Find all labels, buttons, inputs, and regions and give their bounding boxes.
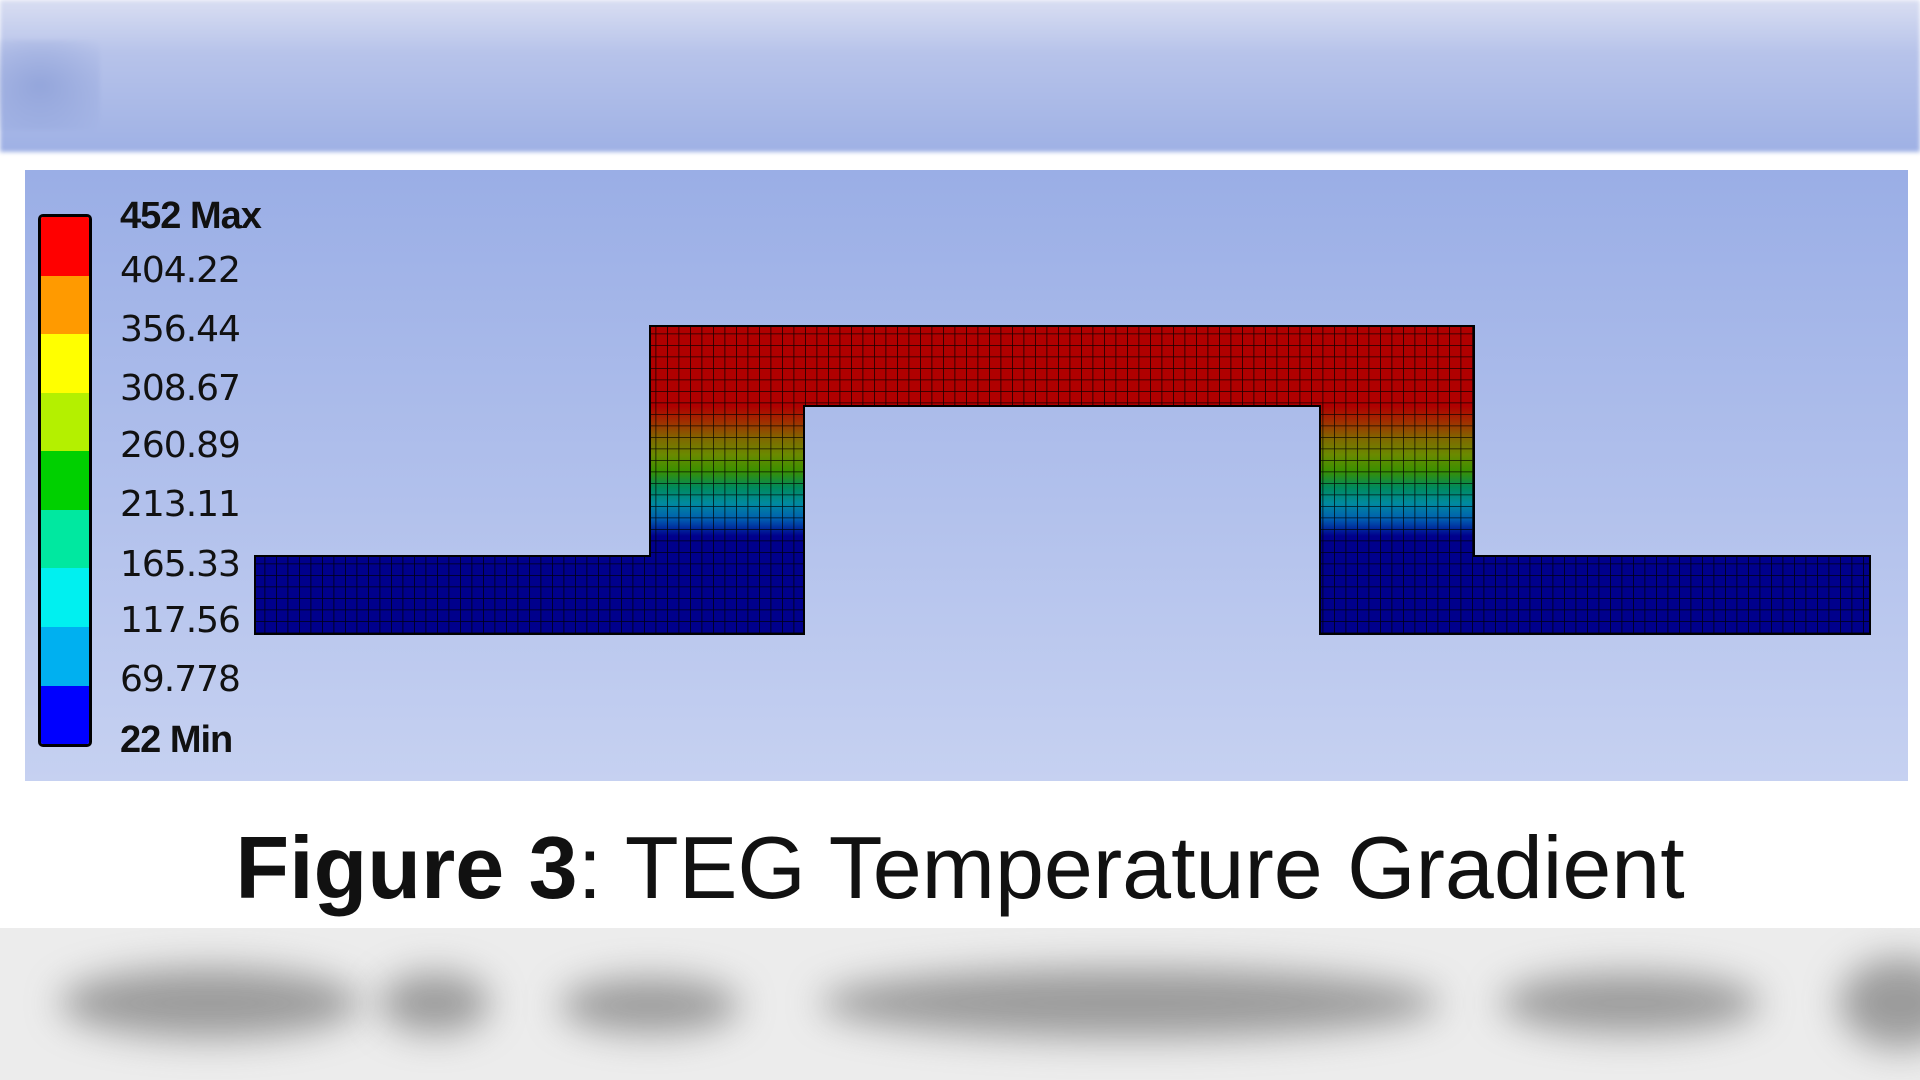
legend-color-segment [41, 451, 89, 510]
legend-tick-1: 404.22 [120, 250, 241, 291]
figure-caption: Figure 3: TEG Temperature Gradient [0, 818, 1920, 918]
blurred-header-strip [0, 0, 1920, 152]
legend-tick-7: 117.56 [120, 600, 241, 641]
legend-color-segment [41, 392, 89, 452]
legend-tick-8: 69.778 [120, 659, 241, 700]
legend-tick-3: 308.67 [120, 368, 241, 409]
legend-color-segment [41, 275, 89, 335]
simulation-viewport [25, 170, 1908, 781]
figure-number: Figure 3 [235, 818, 578, 917]
color-legend-bar [38, 214, 92, 747]
legend-max-label: 452 Max [120, 195, 262, 237]
legend-color-segment [41, 509, 89, 569]
legend-color-segment [41, 626, 89, 686]
legend-min-label: 22 Min [120, 719, 233, 761]
legend-color-segment [41, 217, 89, 276]
legend-tick-6: 165.33 [120, 544, 241, 585]
legend-color-segment [41, 685, 89, 744]
legend-color-segment [41, 568, 89, 627]
legend-tick-5: 213.11 [120, 484, 241, 525]
mesh-grid-overlay [254, 325, 1871, 635]
blurred-footer-strip [0, 928, 1920, 1080]
legend-color-segment [41, 334, 89, 393]
legend-tick-2: 356.44 [120, 309, 241, 350]
legend-tick-4: 260.89 [120, 425, 241, 466]
figure-title: : TEG Temperature Gradient [577, 818, 1685, 917]
